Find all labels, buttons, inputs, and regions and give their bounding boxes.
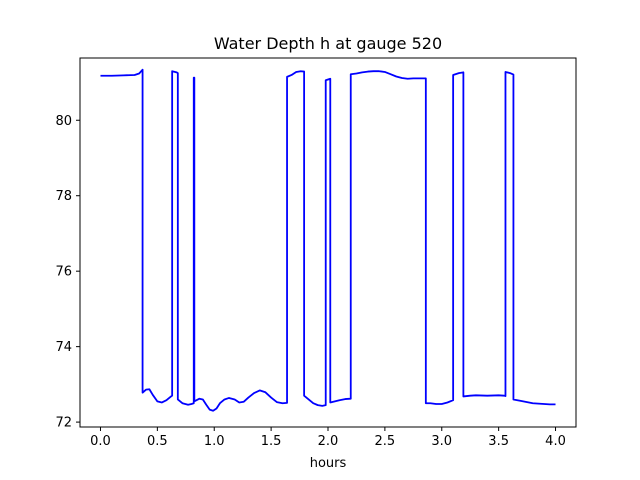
series-line-0 [100,68,556,412]
x-axis-label: hours [310,456,347,471]
x-tick-label: 1.5 [261,434,282,449]
y-tick-label: 76 [55,265,72,280]
chart-title: Water Depth h at gauge 520 [214,34,442,53]
x-tick-label: 2.0 [318,434,339,449]
y-tick-label: 74 [55,340,72,355]
x-tick-label: 1.0 [204,434,225,449]
plot-area [100,68,556,412]
y-tick-label: 78 [55,189,72,204]
x-tick-label: 0.0 [90,434,111,449]
x-tick-label: 3.5 [488,434,509,449]
y-tick-label: 80 [55,114,72,129]
x-tick-label: 2.5 [375,434,396,449]
x-tick-label: 3.0 [431,434,452,449]
x-tick-label: 0.5 [147,434,168,449]
y-tick-label: 72 [55,416,72,431]
x-axis: 0.0 0.5 1.0 1.5 2.0 2.5 3.0 3.5 4.0 [90,427,566,449]
x-tick-label: 4.0 [545,434,566,449]
y-axis: 72 74 76 78 80 [55,114,80,431]
